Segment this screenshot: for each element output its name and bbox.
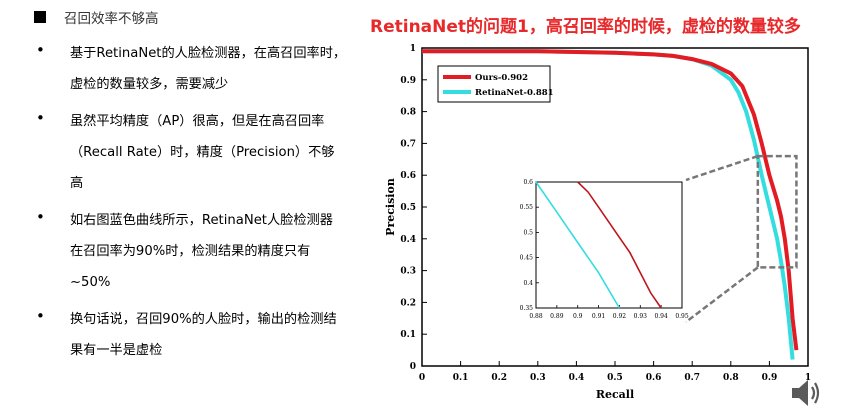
inset-x-tick-label: 0.9 [573, 313, 583, 320]
x-tick-label: 1 [805, 373, 811, 383]
bullet-item: • 如右图蓝色曲线所示，RetinaNet人脸检测器 在召回率为90%时，检测结… [36, 205, 376, 298]
series-line-ours [422, 49, 799, 351]
x-tick-label: 0.1 [453, 373, 469, 383]
square-bullet-icon [34, 11, 46, 23]
y-tick-label: 0.9 [400, 76, 416, 86]
inset-x-tick-label: 0.88 [529, 313, 543, 320]
pr-curve-chart: 0 0.1 0.2 0.3 0.4 0.5 0.6 0.7 0.8 0.9 1 0 0.1 0.2 0.3 0… [372, 36, 812, 412]
bullet-text-line: 虽然平均精度（AP）很高，但是在高召回率 [70, 114, 325, 129]
x-tick-label: 0 [419, 373, 425, 383]
zoom-connector-line [685, 266, 759, 323]
inset-y-tick-label: 0.5 [523, 229, 533, 236]
pr-curve-svg: 0 0.1 0.2 0.3 0.4 0.5 0.6 0.7 0.8 0.9 100.10.20.30… [384, 44, 811, 401]
x-tick-label: 0.9 [762, 373, 778, 383]
y-tick-label: 1 [410, 44, 416, 54]
y-tick-label: 0.5 [400, 203, 416, 213]
y-axis-label: Precision [384, 178, 397, 236]
bullet-text-line: 在召回率为90%时，检测结果的精度只有 [70, 244, 311, 259]
section-heading-text: 召回效率不够高 [64, 11, 159, 27]
inset-x-tick-label: 0.92 [613, 313, 627, 320]
slide-title: RetinaNet的问题1，高召回率的时候，虚检的数量较多 [370, 17, 801, 37]
bullet-dot-icon: • [36, 41, 45, 59]
x-tick-label: 0.8 [723, 373, 739, 383]
inset-y-tick-label: 0.6 [523, 179, 533, 186]
inset-series-line-ours [577, 181, 662, 309]
inset-y-tick-label: 0.55 [520, 204, 534, 211]
inset-frame [535, 181, 683, 309]
x-tick-label: 0.6 [646, 373, 662, 383]
bullet-list: • 基于RetinaNet的人脸检测器，在高召回率时， 虚检的数量较多，需要减少… [36, 38, 376, 372]
bullet-text-line: 如右图蓝色曲线所示，RetinaNet人脸检测器 [70, 213, 333, 228]
legend-label: Ours-0.902 [475, 73, 528, 83]
inset-x-tick-label: 0.95 [675, 313, 689, 320]
legend-box [437, 65, 551, 103]
x-tick-label: 0.5 [607, 373, 623, 383]
y-tick-label: 0.7 [400, 139, 416, 149]
bullet-text-line: 高 [70, 176, 84, 191]
x-tick-label: 0.3 [530, 373, 546, 383]
inset-x-tick-label: 0.89 [550, 313, 564, 320]
bullet-item: • 换句话说，召回90%的人脸时，输出的检测结 果有一半是虚检 [36, 304, 376, 366]
zoom-region-box [756, 154, 798, 269]
inset-x-tick-label: 0.93 [634, 313, 648, 320]
inset-y-tick-label: 0.45 [520, 255, 534, 262]
bullet-text-line: 换句话说，召回90%的人脸时，输出的检测结 [70, 312, 337, 327]
inset-series-line-retinanet [535, 181, 621, 309]
bullet-text-line: ~50% [70, 275, 111, 290]
x-tick-label: 0.4 [569, 373, 585, 383]
x-axis-label: Recall [596, 388, 634, 401]
bullet-dot-icon: • [36, 109, 45, 127]
bullet-text-line: 基于RetinaNet的人脸检测器，在高召回率时， [70, 46, 347, 61]
bullet-text-line: 果有一半是虚检 [70, 343, 163, 358]
bullet-item: • 基于RetinaNet的人脸检测器，在高召回率时， 虚检的数量较多，需要减少 [36, 38, 376, 100]
section-heading: 召回效率不够高 [34, 5, 159, 29]
y-tick-label: 0.8 [400, 108, 416, 118]
x-tick-label: 0.7 [684, 373, 700, 383]
legend-label: RetinaNet-0.881 [475, 88, 554, 98]
speaker-icon[interactable] [786, 373, 826, 413]
y-tick-label: 0.2 [400, 298, 416, 308]
inset-x-tick-label: 0.91 [592, 313, 605, 320]
y-tick-label: 0.1 [400, 330, 416, 340]
y-tick-label: 0.3 [400, 267, 416, 277]
bullet-dot-icon: • [36, 208, 45, 226]
inset-x-tick-label: 0.94 [654, 313, 668, 320]
bullet-dot-icon: • [36, 307, 45, 325]
bullet-text-line: （Recall Rate）时，精度（Precision）不够 [70, 145, 335, 160]
zoom-connector-line [685, 154, 759, 182]
y-tick-label: 0.6 [400, 171, 416, 181]
y-tick-label: 0 [410, 362, 416, 372]
bullet-text-line: 虚检的数量较多，需要减少 [70, 77, 229, 92]
y-tick-label: 0.4 [400, 235, 416, 245]
inset-y-tick-label: 0.35 [520, 305, 534, 312]
bullet-item: • 虽然平均精度（AP）很高，但是在高召回率 （Recall Rate）时，精度… [36, 106, 376, 199]
inset-y-tick-label: 0.4 [523, 280, 533, 287]
x-tick-label: 0.2 [491, 373, 507, 383]
